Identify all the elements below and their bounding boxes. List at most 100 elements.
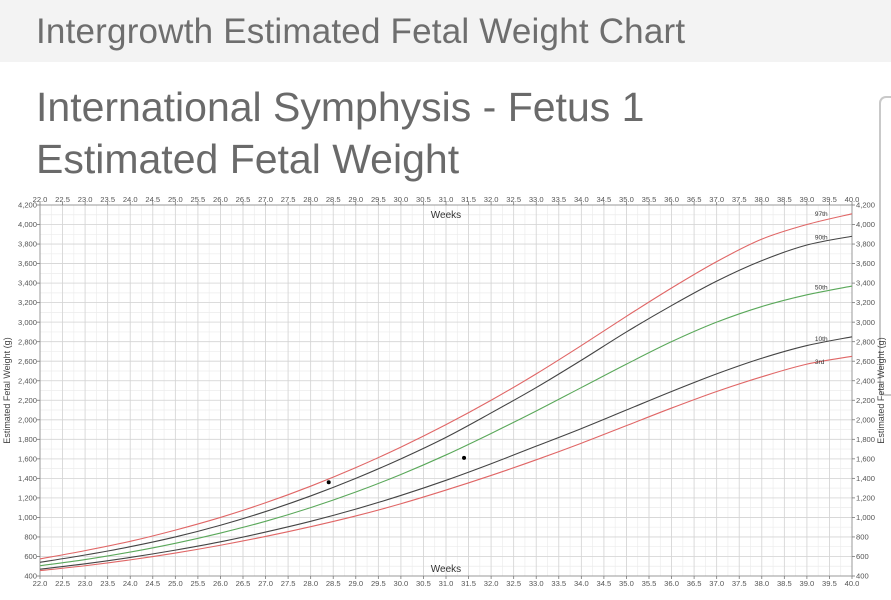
x-tick-label-top: 31.0 [439, 195, 454, 204]
x-tick-label-bottom: 34.0 [574, 579, 589, 588]
x-tick-label-top: 25.0 [168, 195, 183, 204]
x-axis-title-bottom: Weeks [431, 564, 461, 575]
x-tick-label-bottom: 32.0 [484, 579, 499, 588]
y-tick-label-right: 2,600 [856, 357, 875, 366]
x-tick-label-top: 25.5 [190, 195, 205, 204]
y-tick-label-left: 4,200 [18, 201, 37, 210]
y-tick-label-right: 600 [856, 552, 869, 561]
y-tick-label-left: 1,600 [18, 454, 37, 463]
y-tick-label-left: 1,200 [18, 493, 37, 502]
app-title: Intergrowth Estimated Fetal Weight Chart [36, 12, 686, 51]
x-tick-label-bottom: 36.0 [664, 579, 679, 588]
x-tick-label-bottom: 39.0 [799, 579, 814, 588]
y-tick-label-right: 4,200 [856, 201, 875, 210]
series-line-10th [39, 336, 853, 570]
chart-grid [39, 204, 853, 577]
y-tick-label-right: 3,600 [856, 259, 875, 268]
x-tick-label-bottom: 22.0 [33, 579, 48, 588]
x-tick-label-bottom: 24.0 [123, 579, 138, 588]
x-tick-label-top: 40.0 [845, 195, 860, 204]
y-tick-label-right: 1,200 [856, 493, 875, 502]
x-tick-label-bottom: 37.0 [709, 579, 724, 588]
y-tick-label-right: 3,200 [856, 298, 875, 307]
y-tick-label-left: 3,000 [18, 318, 37, 327]
x-tick-label-top: 24.0 [123, 195, 138, 204]
y-tick-label-right: 3,000 [856, 318, 875, 327]
x-tick-label-bottom: 35.0 [619, 579, 634, 588]
x-tick-label-top: 34.0 [574, 195, 589, 204]
y-tick-label-left: 3,200 [18, 298, 37, 307]
x-tick-label-bottom: 40.0 [845, 579, 860, 588]
y-tick-label-right: 1,600 [856, 454, 875, 463]
y-tick-label-left: 3,600 [18, 259, 37, 268]
y-tick-label-right: 800 [856, 533, 869, 542]
chart-series [39, 213, 853, 572]
y-tick-label-right: 1,400 [856, 474, 875, 483]
x-tick-label-bottom: 36.5 [687, 579, 702, 588]
x-tick-label-bottom: 27.5 [281, 579, 296, 588]
x-tick-label-bottom: 22.5 [55, 579, 70, 588]
x-tick-label-top: 37.0 [709, 195, 724, 204]
x-tick-label-bottom: 29.5 [371, 579, 386, 588]
x-tick-label-bottom: 38.0 [754, 579, 769, 588]
y-tick-label-right: 2,400 [856, 376, 875, 385]
x-tick-label-bottom: 31.5 [461, 579, 476, 588]
series-label-97th: 97th [815, 211, 828, 218]
x-tick-label-top: 27.0 [258, 195, 273, 204]
x-tick-label-top: 28.0 [303, 195, 318, 204]
data-point [462, 455, 467, 460]
series-label-50th: 50th [815, 284, 828, 291]
x-tick-label-top: 35.5 [642, 195, 657, 204]
y-tick-label-right: 2,200 [856, 396, 875, 405]
x-tick-label-top: 30.5 [416, 195, 431, 204]
y-tick-label-left: 2,000 [18, 415, 37, 424]
x-tick-label-top: 34.5 [596, 195, 611, 204]
x-tick-label-top: 39.5 [822, 195, 837, 204]
chart-marks [326, 455, 467, 485]
y-tick-label-right: 400 [856, 572, 869, 581]
x-tick-label-bottom: 32.5 [506, 579, 521, 588]
x-tick-label-bottom: 33.0 [529, 579, 544, 588]
chart-heading-line2: Estimated Fetal Weight [36, 136, 460, 182]
x-tick-label-bottom: 30.5 [416, 579, 431, 588]
x-tick-label-bottom: 28.5 [326, 579, 341, 588]
x-tick-label-top: 28.5 [326, 195, 341, 204]
x-tick-label-bottom: 27.0 [258, 579, 273, 588]
y-tick-label-left: 2,400 [18, 376, 37, 385]
x-tick-label-top: 33.5 [551, 195, 566, 204]
x-tick-label-top: 26.5 [236, 195, 251, 204]
y-tick-label-left: 3,400 [18, 279, 37, 288]
x-tick-label-bottom: 28.0 [303, 579, 318, 588]
y-tick-label-left: 2,600 [18, 357, 37, 366]
series-line-97th [39, 213, 853, 560]
x-tick-label-top: 39.0 [799, 195, 814, 204]
x-tick-label-top: 31.5 [461, 195, 476, 204]
y-tick-label-left: 1,400 [18, 474, 37, 483]
y-tick-label-right: 3,800 [856, 240, 875, 249]
chart-axes [37, 202, 855, 579]
x-tick-label-top: 23.0 [78, 195, 93, 204]
y-tick-label-left: 3,800 [18, 240, 37, 249]
side-drawer-handle[interactable] [879, 96, 891, 396]
y-tick-label-right: 1,800 [856, 435, 875, 444]
y-tick-label-right: 1,000 [856, 513, 875, 522]
y-tick-label-left: 4,000 [18, 220, 37, 229]
series-line-90th [39, 235, 853, 563]
series-label-10th: 10th [815, 336, 828, 343]
x-tick-label-top: 23.5 [100, 195, 115, 204]
x-tick-label-top: 32.5 [506, 195, 521, 204]
y-axis-title-right: Estimated Fetal Weight (g) [876, 337, 886, 443]
x-tick-label-bottom: 34.5 [596, 579, 611, 588]
chart-heading-line1: International Symphysis - Fetus 1 [36, 84, 645, 130]
chart-labels: 22.0 22.0 22.5 22.5 23.0 23.0 23.5 23.5 24.0 24.0… [2, 195, 886, 588]
x-tick-label-bottom: 38.5 [777, 579, 792, 588]
x-tick-label-top: 33.0 [529, 195, 544, 204]
x-tick-label-bottom: 23.0 [78, 579, 93, 588]
x-tick-label-top: 22.0 [33, 195, 48, 204]
x-tick-label-bottom: 23.5 [100, 579, 115, 588]
x-tick-label-top: 38.5 [777, 195, 792, 204]
x-tick-label-top: 35.0 [619, 195, 634, 204]
y-tick-label-right: 3,400 [856, 279, 875, 288]
y-tick-label-right: 2,800 [856, 337, 875, 346]
x-tick-label-bottom: 31.0 [439, 579, 454, 588]
